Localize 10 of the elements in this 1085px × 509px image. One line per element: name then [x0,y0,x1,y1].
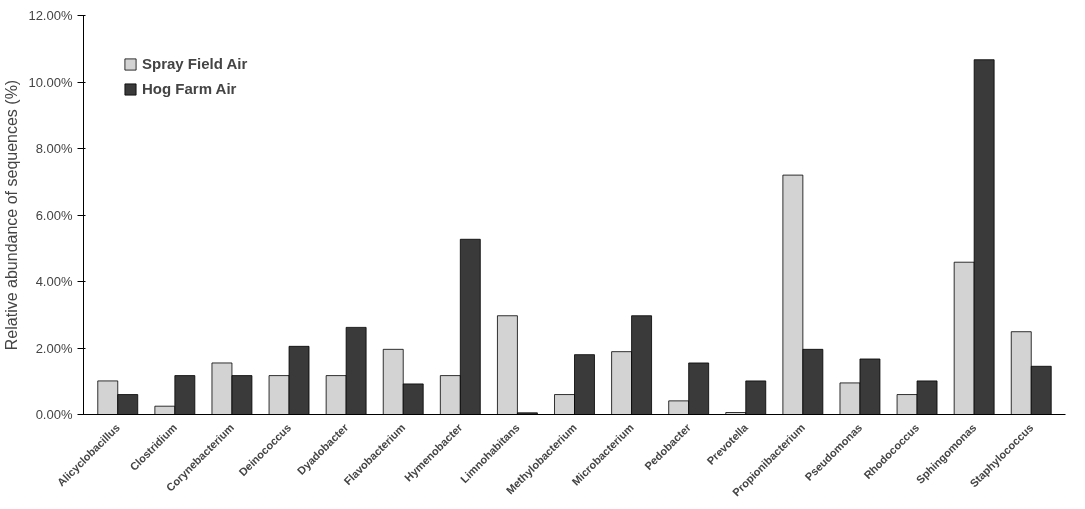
y-tick-label: 12.00% [28,8,73,23]
legend-label: Spray Field Air [142,55,248,72]
y-tick-label: 0.00% [35,407,73,422]
y-tick-label: 4.00% [35,274,73,289]
y-tick-label: 8.00% [35,141,73,156]
y-tick-label: 2.00% [35,340,73,356]
legend-label: Hog Farm Air [142,80,237,97]
y-tick-label: 10.00% [28,74,73,90]
y-tick-label: 6.00% [35,207,73,223]
y-axis-title: Relative abundance of sequences (%) [3,79,21,351]
